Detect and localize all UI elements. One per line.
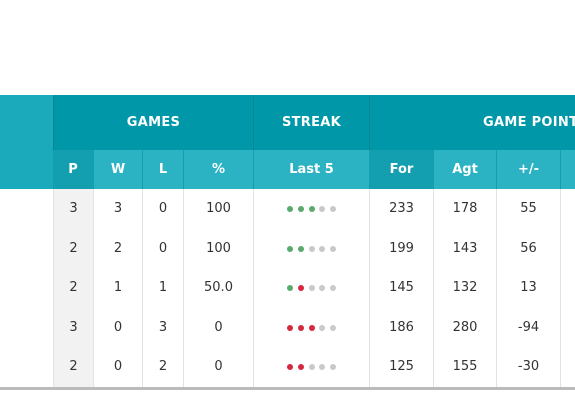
table-row[interactable]: 2 2 0 100 199 143 56	[0, 228, 575, 268]
cell-p: 3	[53, 307, 93, 347]
group-header-games: GAMES	[53, 95, 253, 150]
column-header-next	[560, 150, 575, 189]
cell-p: 2	[53, 347, 93, 387]
streak-empty-dot	[319, 206, 326, 213]
streak-dots	[285, 201, 339, 216]
cell-pct: 50.0	[183, 268, 253, 308]
group-header-streak: STREAK	[253, 95, 369, 150]
streak-loss-dot	[308, 324, 315, 331]
cell-diff: 55	[496, 189, 560, 229]
cell-w: 2	[93, 228, 142, 268]
group-header-team-spacer	[0, 95, 53, 150]
cell-pct: 0	[183, 347, 253, 387]
cell-l: 2	[142, 347, 183, 387]
cell-next	[560, 268, 575, 308]
cell-for: 125	[369, 347, 433, 387]
cell-next	[560, 228, 575, 268]
cell-for: 233	[369, 189, 433, 229]
cell-agt: 178	[433, 189, 496, 229]
cell-pct: 100	[183, 189, 253, 229]
cell-pct: 0	[183, 307, 253, 347]
cell-agt: 155	[433, 347, 496, 387]
cell-diff: 13	[496, 268, 560, 308]
cell-for: 145	[369, 268, 433, 308]
cell-w: 1	[93, 268, 142, 308]
cell-diff: -94	[496, 307, 560, 347]
column-header-pct[interactable]: %	[183, 150, 253, 189]
streak-dots	[285, 280, 339, 295]
cell-l: 0	[142, 228, 183, 268]
streak-loss-dot	[297, 364, 304, 371]
cell-l: 3	[142, 307, 183, 347]
column-header-l[interactable]: L	[142, 150, 183, 189]
cell-last5	[253, 307, 369, 347]
streak-win-dot	[297, 245, 304, 252]
streak-win-dot	[308, 206, 315, 213]
cell-next	[560, 347, 575, 387]
cell-last5	[253, 347, 369, 387]
streak-loss-dot	[297, 285, 304, 292]
table-row[interactable]: 3 0 3 0 186 280 -94	[0, 307, 575, 347]
cell-for: 199	[369, 228, 433, 268]
cell-diff: -30	[496, 347, 560, 387]
streak-loss-dot	[286, 364, 293, 371]
column-header-last5[interactable]: Last 5	[253, 150, 369, 189]
streak-win-dot	[286, 245, 293, 252]
streak-win-dot	[286, 285, 293, 292]
streak-empty-dot	[330, 324, 337, 331]
cell-w: 3	[93, 189, 142, 229]
table-row[interactable]: 2 0 2 0 125 155 -30	[0, 347, 575, 387]
column-header-p[interactable]: P	[53, 150, 93, 189]
cell-last5	[253, 189, 369, 229]
cell-next	[560, 307, 575, 347]
column-header-diff[interactable]: +/-	[496, 150, 560, 189]
streak-empty-dot	[330, 285, 337, 292]
cell-last5	[253, 268, 369, 308]
column-header-row: P W L % Last 5 For Agt +/-	[0, 150, 575, 189]
streak-empty-dot	[308, 364, 315, 371]
column-header-for[interactable]: For	[369, 150, 433, 189]
group-header-row: GAMES STREAK GAME POINTS	[0, 95, 575, 150]
table-row[interactable]: 2 1 1 50.0 145 132 13	[0, 268, 575, 308]
streak-empty-dot	[319, 285, 326, 292]
cell-for: 186	[369, 307, 433, 347]
streak-empty-dot	[308, 245, 315, 252]
streak-empty-dot	[330, 206, 337, 213]
streak-dots	[285, 320, 339, 335]
cell-pct: 100	[183, 228, 253, 268]
cell-w: 0	[93, 347, 142, 387]
streak-dots	[285, 359, 339, 374]
group-header-game-points: GAME POINTS	[369, 95, 575, 150]
streak-empty-dot	[308, 285, 315, 292]
streak-empty-dot	[330, 245, 337, 252]
table-bottom-border	[0, 387, 575, 390]
streak-empty-dot	[319, 364, 326, 371]
cell-next	[560, 189, 575, 229]
cell-last5	[253, 228, 369, 268]
column-header-agt[interactable]: Agt	[433, 150, 496, 189]
cell-p: 2	[53, 228, 93, 268]
cell-l: 0	[142, 189, 183, 229]
streak-loss-dot	[286, 324, 293, 331]
streak-dots	[285, 241, 339, 256]
cell-p: 2	[53, 268, 93, 308]
cell-w: 0	[93, 307, 142, 347]
streak-win-dot	[286, 206, 293, 213]
cell-agt: 132	[433, 268, 496, 308]
cell-l: 1	[142, 268, 183, 308]
cell-diff: 56	[496, 228, 560, 268]
table-row[interactable]: 3 3 0 100 233 178 55	[0, 189, 575, 229]
cell-agt: 143	[433, 228, 496, 268]
column-header-w[interactable]: W	[93, 150, 142, 189]
streak-empty-dot	[319, 245, 326, 252]
cell-p: 3	[53, 189, 93, 229]
cell-agt: 280	[433, 307, 496, 347]
streak-empty-dot	[319, 324, 326, 331]
streak-empty-dot	[330, 364, 337, 371]
streak-loss-dot	[297, 324, 304, 331]
streak-win-dot	[297, 206, 304, 213]
